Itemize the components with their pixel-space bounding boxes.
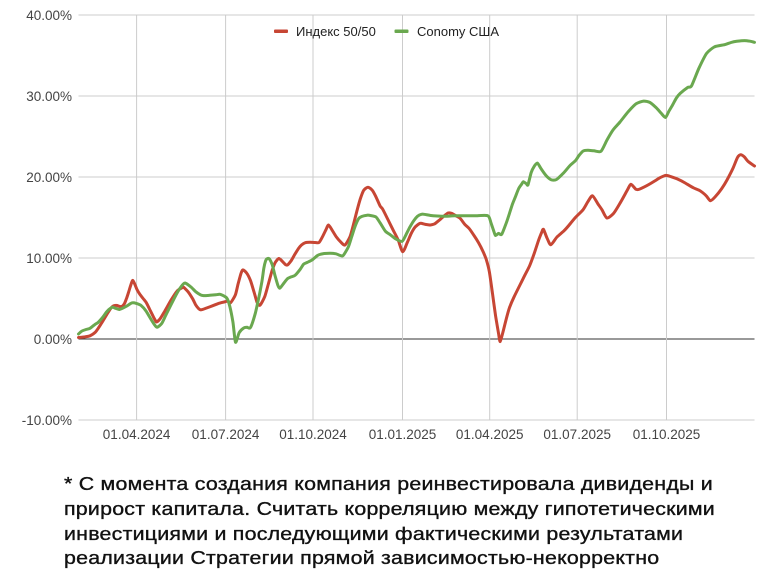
svg-text:10.00%: 10.00% [26,251,72,266]
svg-text:Conomy США: Conomy США [417,24,499,39]
svg-text:-10.00%: -10.00% [22,413,72,428]
svg-text:01.07.2024: 01.07.2024 [192,427,260,442]
svg-text:20.00%: 20.00% [26,170,72,185]
svg-text:01.04.2024: 01.04.2024 [103,427,171,442]
svg-text:Индекс 50/50: Индекс 50/50 [296,24,376,39]
svg-text:01.10.2024: 01.10.2024 [279,427,347,442]
svg-text:0.00%: 0.00% [34,332,72,347]
svg-text:01.04.2025: 01.04.2025 [456,427,524,442]
svg-text:01.01.2025: 01.01.2025 [369,427,437,442]
svg-text:40.00%: 40.00% [26,8,72,23]
svg-text:30.00%: 30.00% [26,89,72,104]
svg-text:01.10.2025: 01.10.2025 [633,427,701,442]
svg-text:01.07.2025: 01.07.2025 [543,427,611,442]
